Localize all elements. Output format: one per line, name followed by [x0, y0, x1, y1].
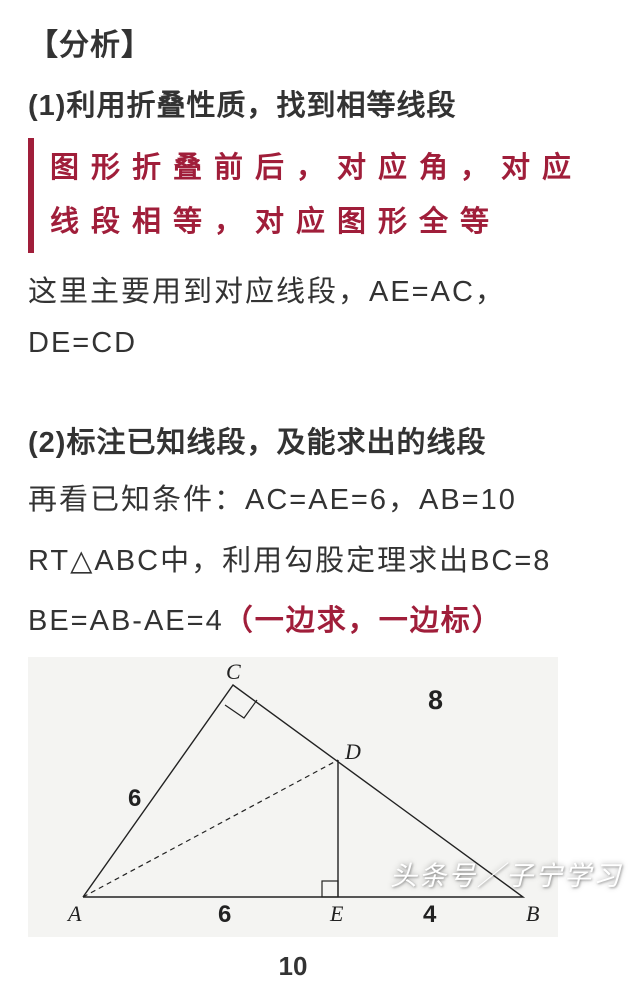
section-2-line1: 再看已知条件：AC=AE=6，AB=10	[28, 475, 612, 526]
callout-box: 图形折叠前后，对应角，对应线段相等，对应图形全等	[28, 138, 612, 253]
vertex-c-label: C	[226, 659, 241, 685]
edge-eb-label: 4	[423, 901, 436, 929]
watermark-text: 头条号／子宁学习	[390, 854, 622, 893]
analysis-heading: 【分析】	[28, 20, 612, 64]
section-1-body: 这里主要用到对应线段，AE=AC，DE=CD	[28, 267, 612, 369]
triangle-diagram: C A B D E 6 6 4 8	[28, 657, 558, 937]
vertex-d-label: D	[345, 739, 361, 765]
ab-length-label: 10	[28, 951, 558, 982]
edge-ae-label: 6	[218, 901, 231, 929]
document-content: 【分析】 (1)利用折叠性质，找到相等线段 图形折叠前后，对应角，对应线段相等，…	[0, 0, 640, 982]
section-2-line2: RT△ABC中，利用勾股定理求出BC=8	[28, 536, 612, 587]
edge-ac-label: 6	[128, 785, 141, 813]
section-1-title: (1)利用折叠性质，找到相等线段	[28, 82, 612, 124]
paren-close: ）	[472, 605, 503, 637]
line3-highlight: 一边求，一边标	[255, 605, 472, 637]
vertex-e-label: E	[330, 901, 343, 927]
spacer	[28, 379, 612, 419]
paren-open: （	[224, 605, 255, 637]
edge-cb-label: 8	[428, 685, 443, 716]
callout-text: 图形折叠前后，对应角，对应线段相等，对应图形全等	[50, 142, 612, 249]
section-2-title: (2)标注已知线段，及能求出的线段	[28, 419, 612, 461]
vertex-b-label: B	[526, 901, 539, 927]
section-2-line3: BE=AB-AE=4（一边求，一边标）	[28, 596, 612, 647]
vertex-a-label: A	[68, 901, 81, 927]
triangle-svg	[28, 657, 558, 937]
line3-pre: BE=AB-AE=4	[28, 605, 224, 637]
